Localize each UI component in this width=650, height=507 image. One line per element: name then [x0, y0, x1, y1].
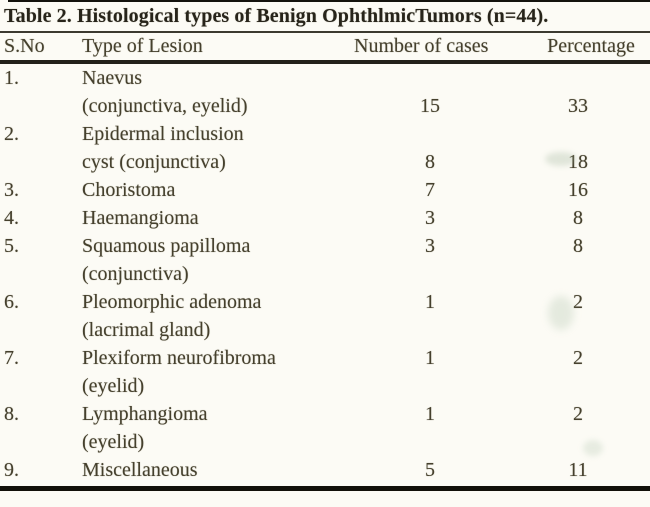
cell-percentage: 8 — [573, 207, 583, 229]
column-header-lesion: Type of Lesion — [82, 35, 203, 57]
spacer — [0, 92, 82, 120]
cell-lesion-line2: (conjunctiva) — [82, 263, 189, 285]
cell-sno: 5. — [4, 235, 19, 257]
row-line: (lacrimal gland) — [0, 316, 650, 344]
cell-lesion-line1: Lymphangioma — [82, 403, 208, 425]
row-line: 4. Haemangioma 3 8 — [0, 204, 650, 232]
cell-sno: 4. — [4, 207, 19, 229]
cell-cases: 1 — [425, 291, 435, 313]
table-row: 6. Pleomorphic adenoma 1 2 (lacrimal gla… — [0, 288, 650, 344]
cell-sno: 2. — [4, 123, 19, 145]
cell-lesion-line1: Haemangioma — [82, 207, 199, 229]
cell-cases: 3 — [425, 235, 435, 257]
cell-percentage: 33 — [568, 95, 588, 117]
cell-lesion-line2: (eyelid) — [82, 375, 145, 397]
cell-lesion-line1: Squamous papilloma — [82, 235, 251, 257]
table-row: 8. Lymphangioma 1 2 (eyelid) — [0, 400, 650, 456]
cell-cases: 15 — [420, 95, 440, 117]
row-line: 9. Miscellaneous 5 11 — [0, 456, 650, 484]
cell-percentage: 2 — [573, 403, 583, 425]
row-line: 2. Epidermal inclusion — [0, 120, 650, 148]
cell-percentage: 8 — [573, 235, 583, 257]
cell-lesion-line2: (eyelid) — [82, 431, 145, 453]
table-row: 5. Squamous papilloma 3 8 (conjunctiva) — [0, 232, 650, 288]
spacer — [0, 372, 82, 400]
cell-cases: 3 — [425, 207, 435, 229]
table-row: 1. Naevus (conjunctiva, eyelid) 15 33 — [0, 64, 650, 120]
table-row: 4. Haemangioma 3 8 — [0, 204, 650, 232]
cell-percentage: 2 — [573, 291, 583, 313]
row-line: 1. Naevus — [0, 64, 650, 92]
row-line: (conjunctiva) — [0, 260, 650, 288]
cell-cases: 7 — [425, 179, 435, 201]
row-line: (conjunctiva, eyelid) 15 33 — [0, 92, 650, 120]
table-body: 1. Naevus (conjunctiva, eyelid) 15 33 2.… — [0, 64, 650, 484]
cell-percentage: 2 — [573, 347, 583, 369]
top-rule — [8, 0, 650, 2]
cell-lesion-line1: Miscellaneous — [82, 459, 198, 481]
cell-sno: 6. — [4, 291, 19, 313]
spacer — [0, 148, 82, 176]
column-header-cases: Number of cases — [354, 35, 489, 57]
title-rule — [0, 31, 650, 33]
column-header-percentage: Percentage — [547, 35, 635, 57]
cell-percentage: 18 — [568, 151, 588, 173]
row-line: cyst (conjunctiva) 8 18 — [0, 148, 650, 176]
cell-sno: 7. — [4, 347, 19, 369]
row-line: (eyelid) — [0, 428, 650, 456]
cell-cases: 1 — [425, 403, 435, 425]
table-header-row: S.No Type of Lesion Number of cases Perc… — [0, 33, 650, 60]
row-line: 8. Lymphangioma 1 2 — [0, 400, 650, 428]
row-line: 5. Squamous papilloma 3 8 — [0, 232, 650, 260]
spacer — [0, 260, 82, 288]
row-line: 6. Pleomorphic adenoma 1 2 — [0, 288, 650, 316]
cell-lesion-line2: cyst (conjunctiva) — [82, 151, 226, 173]
spacer — [0, 316, 82, 344]
cell-lesion-line2: (lacrimal gland) — [82, 319, 211, 341]
cell-lesion-line2: (conjunctiva, eyelid) — [82, 95, 248, 117]
cell-sno: 1. — [4, 67, 19, 89]
bottom-rule — [0, 486, 650, 491]
table-row: 2. Epidermal inclusion cyst (conjunctiva… — [0, 120, 650, 176]
cell-percentage: 16 — [568, 179, 588, 201]
cell-lesion-line1: Plexiform neurofibroma — [82, 347, 276, 369]
cell-sno: 9. — [4, 459, 19, 481]
cell-lesion-line1: Choristoma — [82, 179, 176, 201]
cell-cases: 5 — [425, 459, 435, 481]
cell-lesion-line1: Pleomorphic adenoma — [82, 291, 262, 313]
table-row: 3. Choristoma 7 16 — [0, 176, 650, 204]
header-rule — [0, 60, 650, 64]
cell-sno: 8. — [4, 403, 19, 425]
cell-lesion-line1: Epidermal inclusion — [82, 123, 244, 145]
cell-sno: 3. — [4, 179, 19, 201]
spacer — [0, 428, 82, 456]
table-row: 9. Miscellaneous 5 11 — [0, 456, 650, 484]
row-line: (eyelid) — [0, 372, 650, 400]
table-row: 7. Plexiform neurofibroma 1 2 (eyelid) — [0, 344, 650, 400]
column-header-sno: S.No — [4, 35, 45, 57]
row-line: 3. Choristoma 7 16 — [0, 176, 650, 204]
cell-cases: 1 — [425, 347, 435, 369]
cell-percentage: 11 — [568, 459, 588, 481]
cell-cases: 8 — [425, 151, 435, 173]
cell-lesion-line1: Naevus — [82, 67, 142, 89]
table-title: Table 2. Histological types of Benign Op… — [4, 5, 549, 27]
row-line: 7. Plexiform neurofibroma 1 2 — [0, 344, 650, 372]
